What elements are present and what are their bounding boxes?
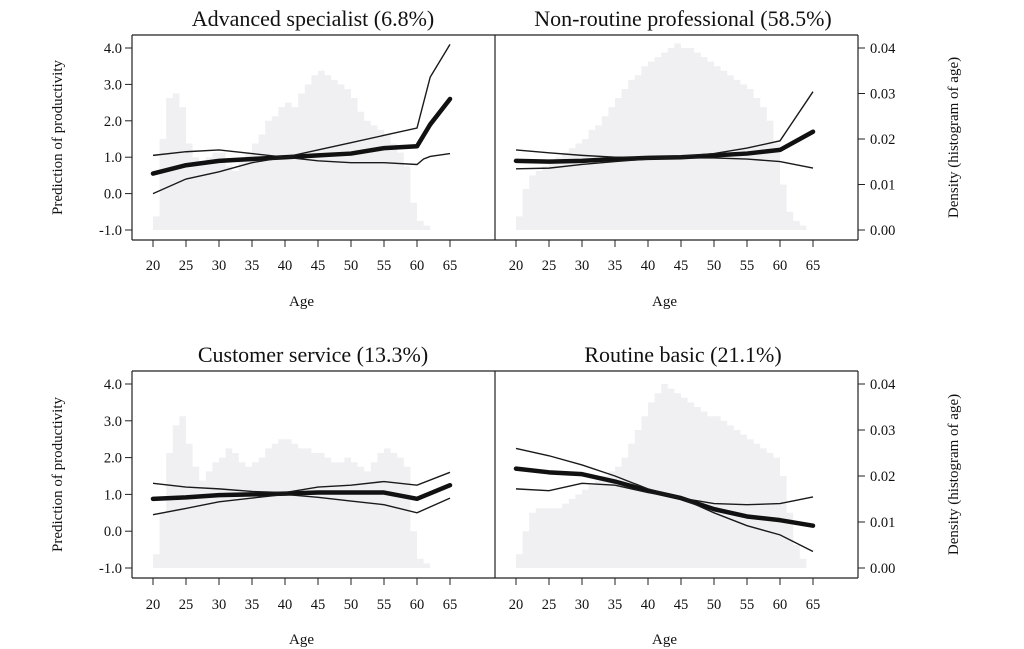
x-axis-label: Age [652, 294, 677, 310]
x-tick-label: 25 [542, 597, 557, 613]
y-tick-label: -1.0 [99, 561, 122, 577]
x-tick-label: 60 [773, 258, 788, 274]
x-tick-label: 55 [740, 597, 755, 613]
x-tick-label: 30 [575, 597, 590, 613]
x-tick-label: 30 [212, 258, 227, 274]
x-tick-label: 50 [344, 597, 359, 613]
x-tick-label: 50 [707, 258, 722, 274]
x-tick-label: 20 [146, 258, 161, 274]
x-tick-label: 65 [806, 258, 821, 274]
x-tick-label: 55 [377, 258, 392, 274]
chart-panel-2: 20 25 30 35 40 45 50 55 60 65 0.04 0.03 0.02 0.01 0.00… [494, 6, 962, 310]
chart-title: Non-routine professional (58.5%) [534, 6, 832, 31]
y-tick-label: -1.0 [99, 223, 122, 239]
y2-tick-label: 0.04 [870, 41, 896, 57]
x-tick-label: 40 [641, 258, 656, 274]
mean-prediction-line [150, 482, 453, 502]
y-axis-label: Prediction of productivity [50, 397, 66, 552]
x-tick-label: 30 [575, 258, 590, 274]
x-tick-label: 60 [773, 597, 788, 613]
lower-ci-line [515, 482, 814, 553]
x-tick-label: 20 [146, 597, 161, 613]
chart-panel-3: 20 25 30 35 40 45 50 55 60 65 4.0 3.0 2.0 1.0 0.0 -1.0 P… [50, 342, 495, 648]
x-tick-label: 60 [410, 597, 425, 613]
y2-tick-label: 0.03 [870, 423, 895, 439]
y2-tick-label: 0.02 [870, 469, 895, 485]
x-tick-label: 45 [311, 597, 326, 613]
y-tick-label: 3.0 [104, 77, 122, 93]
x-tick-label: 55 [740, 258, 755, 274]
upper-ci-line [515, 91, 814, 158]
chart-title: Routine basic (21.1%) [584, 342, 781, 367]
x-tick-label: 40 [641, 597, 656, 613]
chart-title: Advanced specialist (6.8%) [192, 6, 435, 31]
mean-prediction-line [513, 466, 816, 528]
x-axis-label: Age [289, 294, 314, 310]
x-tick-label: 45 [674, 258, 689, 274]
y2-tick-label: 0.02 [870, 132, 895, 148]
y2-tick-label: 0.03 [870, 87, 895, 103]
mean-prediction-line [513, 129, 816, 164]
x-tick-label: 25 [179, 597, 194, 613]
y2-axis-label: Density (histogram of age) [946, 57, 962, 218]
age-histogram [516, 43, 813, 231]
upper-ci-line [152, 471, 451, 494]
y-tick-label: 1.0 [104, 150, 122, 166]
x-tick-label: 40 [278, 597, 293, 613]
y-tick-label: 1.0 [104, 487, 122, 503]
chart-panel-1: 20 25 30 35 40 45 50 55 60 65 4.0 3.0 2.0 1.0 0.0 -1.0 P… [50, 6, 495, 310]
x-tick-label: 50 [344, 258, 359, 274]
y2-tick-label: 0.01 [870, 178, 895, 194]
x-tick-label: 40 [278, 258, 293, 274]
age-histogram [516, 384, 813, 568]
x-tick-label: 25 [179, 258, 194, 274]
y2-tick-label: 0.00 [870, 561, 895, 577]
upper-ci-line [515, 447, 814, 506]
x-tick-label: 35 [608, 597, 623, 613]
y-tick-label: 2.0 [104, 114, 122, 130]
x-tick-label: 60 [410, 258, 425, 274]
chart-panel-4: 20 25 30 35 40 45 50 55 60 65 0.04 0.03 0.02 0.01 0.00… [494, 342, 962, 648]
x-tick-label: 25 [542, 258, 557, 274]
x-tick-label: 45 [311, 258, 326, 274]
x-axis-label: Age [289, 632, 314, 648]
age-histogram [153, 70, 450, 230]
x-tick-label: 35 [608, 258, 623, 274]
x-tick-label: 65 [443, 258, 458, 274]
y-axis-label: Prediction of productivity [50, 60, 66, 215]
x-tick-label: 45 [674, 597, 689, 613]
y-tick-label: 0.0 [104, 524, 122, 540]
x-axis-label: Age [652, 632, 677, 648]
x-tick-label: 65 [806, 597, 821, 613]
y-tick-label: 2.0 [104, 451, 122, 467]
y-tick-label: 4.0 [104, 377, 122, 393]
y2-axis-label: Density (histogram of age) [946, 394, 962, 555]
x-tick-label: 30 [212, 597, 227, 613]
y-tick-label: 3.0 [104, 414, 122, 430]
mean-prediction-line [150, 96, 453, 176]
lower-ci-line [515, 157, 814, 170]
y2-tick-label: 0.04 [870, 377, 896, 393]
x-tick-label: 20 [509, 597, 524, 613]
x-tick-label: 35 [245, 258, 260, 274]
x-tick-label: 20 [509, 258, 524, 274]
y-tick-label: 0.0 [104, 187, 122, 203]
y2-tick-label: 0.01 [870, 515, 895, 531]
x-tick-label: 35 [245, 597, 260, 613]
x-tick-label: 50 [707, 597, 722, 613]
y2-tick-label: 0.00 [870, 223, 895, 239]
lower-ci-line [152, 152, 451, 195]
x-tick-label: 65 [443, 597, 458, 613]
lower-ci-line [152, 493, 451, 516]
upper-ci-line [152, 43, 451, 158]
x-tick-label: 55 [377, 597, 392, 613]
chart-title: Customer service (13.3%) [198, 342, 428, 367]
y-tick-label: 4.0 [104, 41, 122, 57]
